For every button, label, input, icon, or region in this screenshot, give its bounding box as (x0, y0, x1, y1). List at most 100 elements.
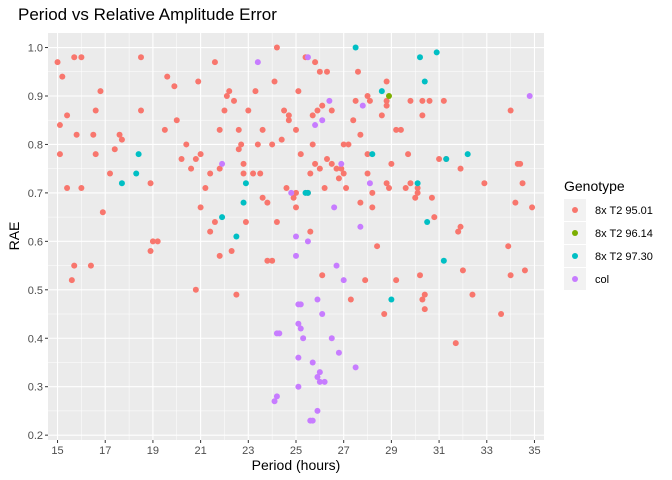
data-point-8x-t2-95-01 (149, 238, 156, 245)
data-point-8x-t2-95-01 (319, 272, 326, 279)
data-point-8x-t2-95-01 (245, 107, 252, 114)
legend-marker-8x-t2-95-01 (572, 207, 578, 213)
data-point-8x-t2-95-01 (312, 160, 319, 167)
data-point-8x-t2-95-01 (254, 141, 261, 148)
legend-marker-col (572, 276, 578, 282)
data-point-col (254, 59, 261, 66)
data-point-8x-t2-95-01 (366, 97, 373, 104)
data-point-8x-t2-95-01 (147, 248, 154, 255)
y-tick-label: 0.4 (28, 333, 43, 345)
data-point-8x-t2-95-01 (264, 199, 271, 206)
y-tick-label: 0.3 (28, 382, 43, 394)
data-point-8x-t2-95-01 (297, 151, 304, 158)
data-point-8x-t2-95-01 (357, 199, 364, 206)
data-point-8x-t2-95-01 (350, 117, 357, 124)
data-point-8x-t2-95-01 (397, 126, 404, 133)
data-point-8x-t2-95-01 (202, 185, 209, 192)
data-point-8x-t2-95-01 (235, 146, 242, 153)
data-point-8x-t2-95-01 (273, 44, 280, 51)
data-point-8x-t2-95-01 (188, 165, 195, 172)
data-point-8x-t2-95-01 (481, 180, 488, 187)
x-tick-label: 35 (528, 445, 540, 457)
data-point-8x-t2-95-01 (426, 97, 433, 104)
x-tick-label: 33 (481, 445, 493, 457)
data-point-8x-t2-97-30 (421, 78, 428, 85)
legend-marker-8x-t2-96-14 (572, 230, 578, 236)
data-point-8x-t2-95-01 (68, 277, 75, 284)
data-point-8x-t2-95-01 (281, 107, 288, 114)
data-point-8x-t2-95-01 (192, 155, 199, 162)
data-point-8x-t2-95-01 (285, 117, 292, 124)
data-point-col (304, 238, 311, 245)
data-point-8x-t2-95-01 (469, 291, 476, 298)
data-point-8x-t2-95-01 (328, 107, 335, 114)
data-point-8x-t2-97-30 (417, 54, 423, 61)
data-point-8x-t2-95-01 (421, 306, 428, 313)
data-point-col (297, 325, 304, 332)
data-point-8x-t2-95-01 (459, 267, 466, 274)
data-point-8x-t2-95-01 (216, 252, 223, 259)
data-point-8x-t2-95-01 (269, 257, 276, 264)
data-point-8x-t2-95-01 (383, 78, 390, 85)
data-point-col (273, 393, 280, 400)
data-point-8x-t2-95-01 (340, 170, 347, 177)
data-point-8x-t2-97-30 (118, 180, 125, 187)
data-point-8x-t2-95-01 (316, 165, 323, 172)
data-point-8x-t2-95-01 (405, 151, 412, 158)
data-point-8x-t2-95-01 (507, 107, 514, 114)
data-point-8x-t2-95-01 (197, 151, 204, 158)
data-point-8x-t2-95-01 (138, 107, 144, 114)
data-point-8x-t2-95-01 (293, 189, 299, 196)
data-point-col (295, 354, 302, 361)
x-tick-label: 15 (51, 445, 63, 457)
chart-title: Period vs Relative Amplitude Error (18, 5, 277, 24)
data-point-8x-t2-95-01 (197, 204, 204, 211)
data-point-8x-t2-95-01 (257, 170, 264, 177)
data-point-col (293, 233, 299, 240)
y-tick-label: 0.5 (28, 285, 43, 297)
y-tick-label: 0.9 (28, 91, 43, 103)
data-point-8x-t2-95-01 (285, 112, 292, 119)
data-point-8x-t2-95-01 (54, 59, 61, 66)
legend-label-col: col (595, 274, 609, 286)
data-point-8x-t2-95-01 (259, 126, 266, 133)
data-point-col (319, 311, 326, 318)
data-point-col (295, 383, 302, 390)
data-point-8x-t2-95-01 (378, 112, 385, 119)
data-point-8x-t2-95-01 (147, 180, 154, 187)
data-point-8x-t2-95-01 (388, 160, 395, 167)
data-point-8x-t2-95-01 (505, 243, 512, 250)
data-point-8x-t2-95-01 (457, 223, 464, 230)
y-tick-label: 0.2 (28, 430, 43, 442)
data-point-8x-t2-95-01 (402, 185, 409, 192)
x-axis: 15 17 19 21 23 25 27 29 31 33 35 (51, 440, 541, 457)
data-point-8x-t2-95-01 (64, 112, 71, 119)
data-point-8x-t2-95-01 (273, 218, 280, 225)
data-point-8x-t2-97-30 (242, 180, 249, 187)
data-point-8x-t2-95-01 (271, 78, 278, 85)
data-point-8x-t2-95-01 (419, 112, 426, 119)
data-point-8x-t2-95-01 (512, 199, 519, 206)
x-tick-label: 25 (290, 445, 302, 457)
data-point-8x-t2-97-30 (464, 151, 471, 158)
data-point-8x-t2-95-01 (457, 165, 464, 172)
data-point-8x-t2-95-01 (264, 257, 271, 264)
data-point-8x-t2-95-01 (419, 296, 426, 303)
data-point-8x-t2-95-01 (383, 97, 390, 104)
data-point-8x-t2-97-30 (240, 199, 247, 206)
data-point-col (297, 301, 304, 308)
data-point-8x-t2-97-30 (304, 189, 311, 196)
data-point-8x-t2-95-01 (507, 272, 514, 279)
data-point-col (321, 378, 328, 385)
data-point-8x-t2-95-01 (107, 170, 113, 177)
data-point-8x-t2-95-01 (417, 272, 423, 279)
data-point-8x-t2-95-01 (521, 267, 528, 274)
data-point-8x-t2-95-01 (164, 73, 171, 80)
data-point-8x-t2-97-30 (388, 296, 395, 303)
data-point-8x-t2-95-01 (324, 68, 330, 75)
data-points (54, 44, 536, 424)
data-point-col (304, 54, 311, 61)
data-point-8x-t2-95-01 (338, 165, 345, 172)
data-point-8x-t2-95-01 (97, 88, 104, 95)
legend: Genotype 8x T2 95.01 8x T2 96.14 8x T2 97.… (564, 178, 653, 290)
